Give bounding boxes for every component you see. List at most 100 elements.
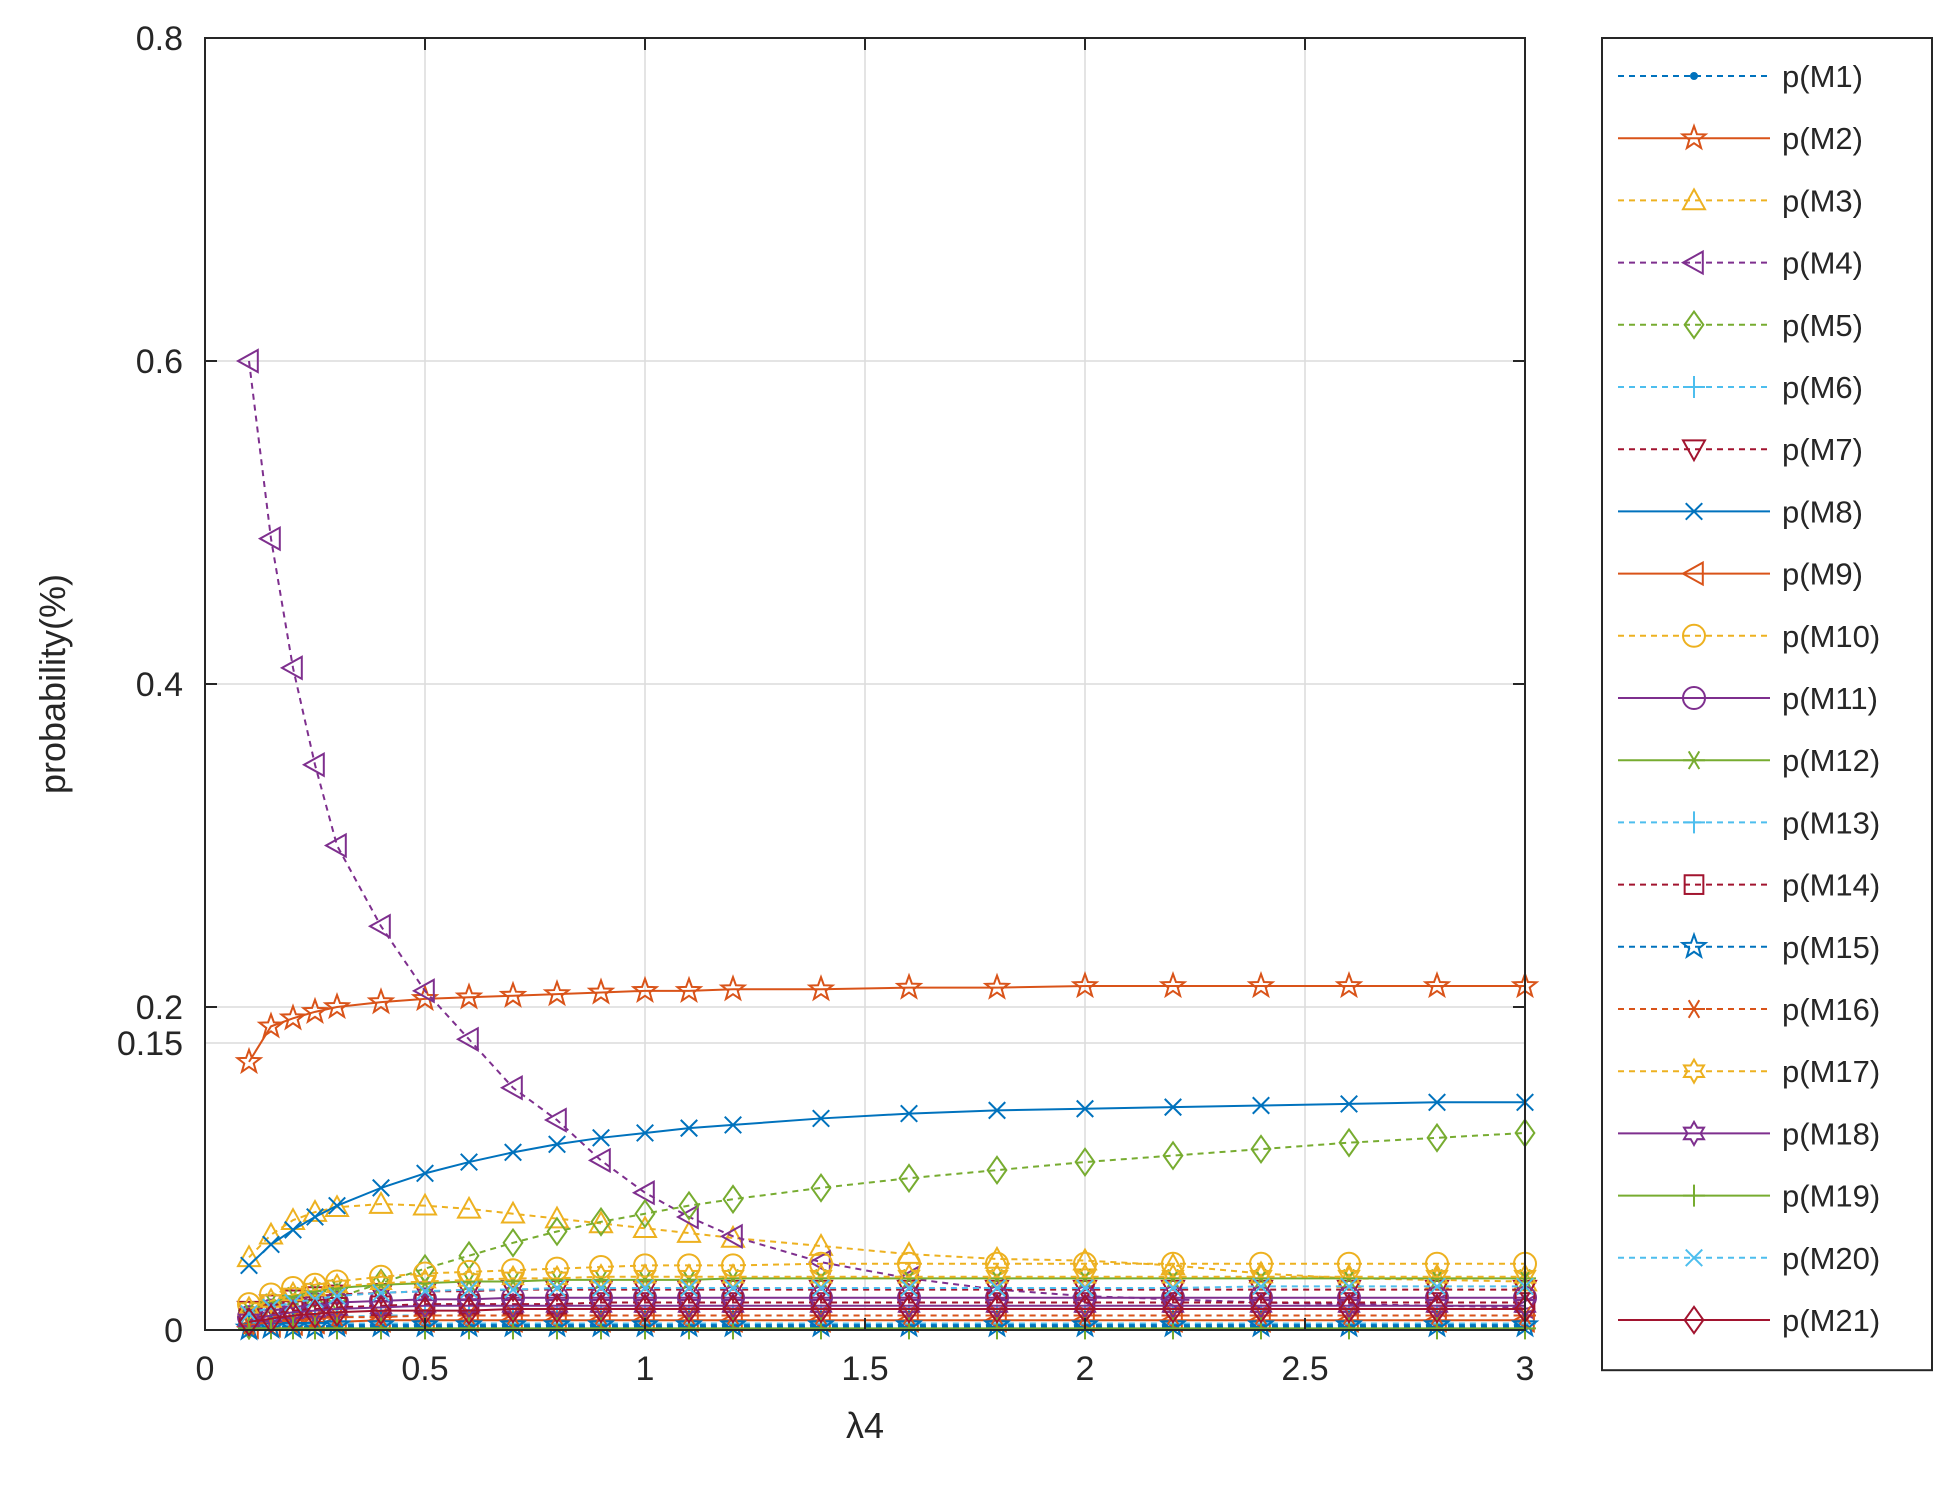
data-point bbox=[631, 1180, 655, 1206]
data-point bbox=[1425, 1263, 1449, 1291]
data-point bbox=[279, 655, 303, 681]
data-point bbox=[1072, 1247, 1098, 1271]
series-line bbox=[248, 1275, 1525, 1310]
data-point bbox=[545, 1292, 569, 1320]
legend-label: p(M5) bbox=[1782, 308, 1863, 343]
legend-label: p(M7) bbox=[1782, 432, 1863, 467]
data-point bbox=[676, 1220, 702, 1243]
data-point bbox=[1426, 1294, 1448, 1324]
legend-label: p(M8) bbox=[1782, 494, 1863, 529]
data-point bbox=[718, 974, 748, 1002]
data-point bbox=[234, 1046, 264, 1075]
data-point bbox=[1337, 1292, 1361, 1320]
data-point bbox=[1338, 1294, 1360, 1324]
series-pm8 bbox=[240, 1093, 1534, 1275]
y-tick-label: 0.4 bbox=[136, 666, 183, 704]
x-tick-label: 1.5 bbox=[841, 1350, 888, 1388]
series-pm2 bbox=[234, 970, 1540, 1075]
x-tick-label: 0.5 bbox=[401, 1350, 448, 1388]
legend-marker bbox=[1683, 1305, 1705, 1335]
data-point bbox=[808, 1279, 834, 1303]
data-point bbox=[416, 1282, 434, 1301]
data-point bbox=[368, 1190, 394, 1214]
data-point bbox=[812, 1279, 830, 1297]
data-point bbox=[416, 1164, 434, 1183]
data-point bbox=[719, 1223, 743, 1250]
legend-marker bbox=[1683, 874, 1705, 895]
data-point bbox=[498, 980, 528, 1008]
x-tick-label: 3 bbox=[1516, 1350, 1535, 1388]
legend-marker bbox=[1690, 72, 1698, 80]
legend-items: p(M1) p(M2) p(M3) p(M4) p(M5) p(M6) p(M7) p(M8)… bbox=[1618, 59, 1880, 1338]
legend-label: p(M4) bbox=[1782, 246, 1863, 281]
data-point bbox=[411, 978, 435, 1004]
series-line bbox=[248, 1308, 1525, 1323]
data-point bbox=[499, 1075, 523, 1101]
data-point bbox=[1337, 1251, 1361, 1276]
data-point bbox=[454, 982, 484, 1010]
data-point bbox=[894, 972, 924, 1000]
data-point bbox=[542, 979, 572, 1007]
data-point bbox=[501, 1292, 525, 1320]
data-point bbox=[896, 1279, 922, 1303]
data-point bbox=[326, 1297, 348, 1328]
legend-label: p(M6) bbox=[1782, 370, 1863, 405]
series-line bbox=[248, 1131, 1526, 1327]
data-point bbox=[674, 975, 704, 1004]
data-point bbox=[721, 1292, 745, 1320]
data-point bbox=[589, 1292, 613, 1320]
legend-item: p(M5) bbox=[1618, 308, 1863, 343]
legend-item: p(M11) bbox=[1618, 681, 1878, 716]
data-point bbox=[325, 1269, 349, 1294]
legend-item: p(M12) bbox=[1618, 743, 1880, 778]
series-line bbox=[248, 360, 1526, 1309]
data-point bbox=[806, 974, 836, 1002]
plot-area bbox=[234, 348, 1540, 1341]
data-point bbox=[1337, 1263, 1361, 1291]
data-point bbox=[1250, 1134, 1272, 1165]
data-point bbox=[898, 1294, 920, 1324]
y-axis-title: probability(%) bbox=[32, 574, 73, 794]
data-point bbox=[235, 348, 259, 374]
x-tick-label: 2.5 bbox=[1281, 1350, 1328, 1388]
data-point bbox=[240, 1256, 258, 1275]
legend-item: p(M10) bbox=[1618, 619, 1880, 654]
legend-item: p(M7) bbox=[1618, 432, 1863, 467]
legend-item: p(M16) bbox=[1618, 992, 1880, 1027]
legend-marker bbox=[1682, 1057, 1706, 1085]
data-point bbox=[502, 1227, 524, 1258]
data-point bbox=[1422, 970, 1452, 999]
data-point bbox=[458, 1295, 480, 1326]
y-tick-label: 0.8 bbox=[136, 20, 183, 58]
data-point bbox=[306, 1207, 324, 1226]
data-point bbox=[1428, 1093, 1446, 1112]
data-point bbox=[678, 1294, 700, 1324]
data-point bbox=[900, 1104, 918, 1123]
data-point bbox=[812, 1109, 830, 1128]
data-point bbox=[590, 1206, 612, 1237]
data-point bbox=[897, 1292, 921, 1320]
legend-marker bbox=[1683, 1184, 1705, 1207]
data-point bbox=[413, 1292, 437, 1320]
data-point bbox=[1428, 1277, 1446, 1296]
legend-item: p(M4) bbox=[1618, 246, 1863, 281]
data-point bbox=[240, 1304, 258, 1323]
legend-marker bbox=[1683, 309, 1705, 340]
data-point bbox=[370, 1317, 392, 1340]
data-point bbox=[256, 1011, 286, 1039]
y-tick-label: 0.6 bbox=[136, 343, 183, 381]
legend-box bbox=[1601, 37, 1933, 1372]
data-point bbox=[1340, 1094, 1358, 1113]
y-tick-label: 0.2 bbox=[136, 989, 183, 1027]
data-point bbox=[809, 1292, 833, 1320]
legend-item: p(M15) bbox=[1618, 930, 1880, 965]
legend-marker bbox=[1679, 123, 1709, 151]
legend-marker bbox=[1682, 1119, 1706, 1147]
data-point bbox=[722, 1294, 744, 1324]
data-point bbox=[1250, 1294, 1272, 1324]
data-point bbox=[1070, 970, 1100, 999]
legend-marker bbox=[1680, 560, 1704, 587]
data-point bbox=[1162, 1294, 1184, 1324]
series-line bbox=[248, 985, 1525, 1063]
x-tick-label: 2 bbox=[1076, 1350, 1095, 1388]
